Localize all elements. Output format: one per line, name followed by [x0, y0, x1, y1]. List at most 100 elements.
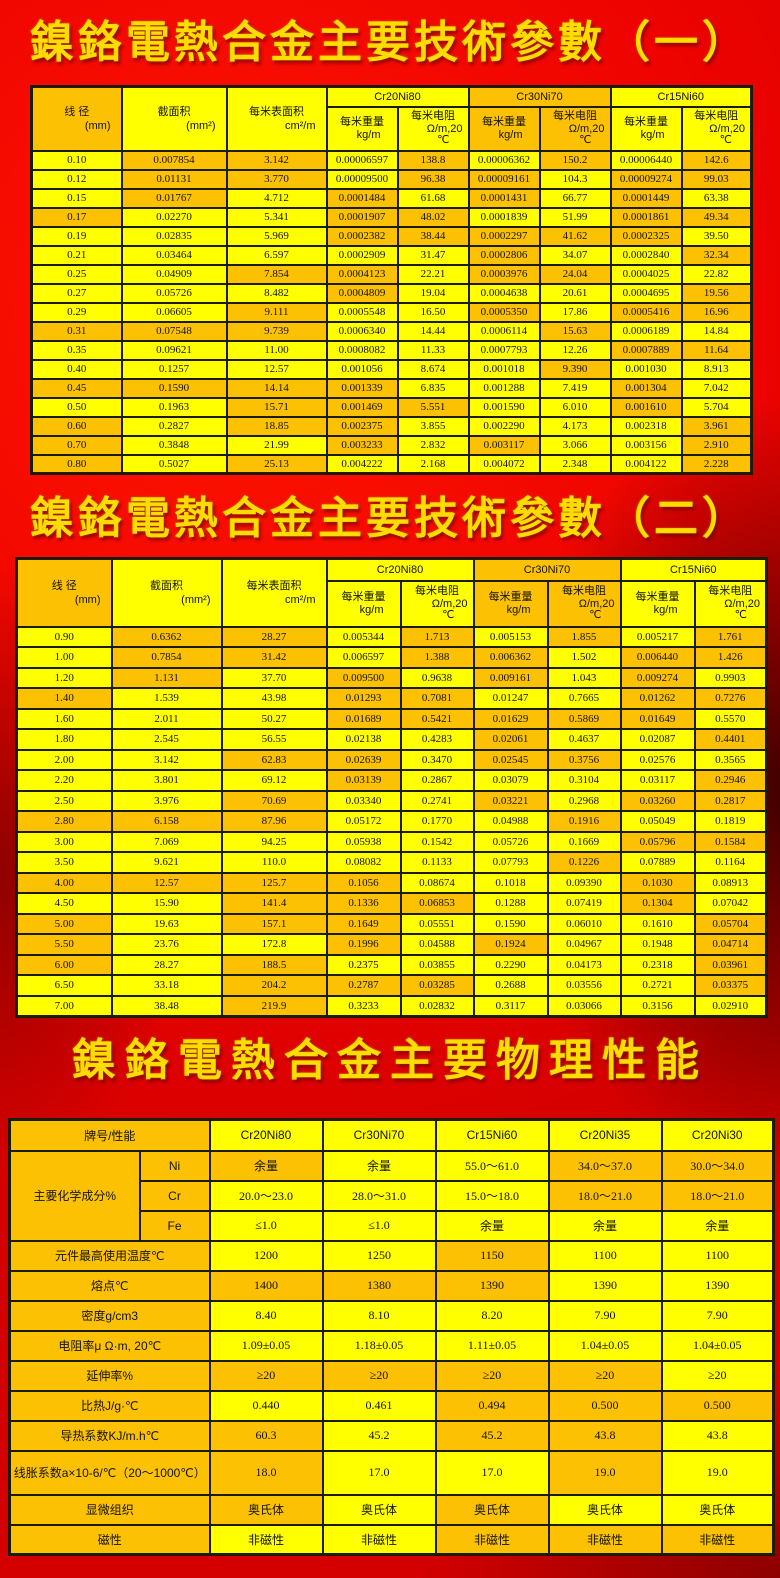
table-cell: 18.0～21.0	[547, 1179, 663, 1212]
alloy-group-header: Cr20Ni80	[325, 557, 475, 582]
table-cell: 0.01131	[120, 168, 228, 190]
table-row: 0.40 0.1257 12.57 0.001056 8.674 0.001018 9.39…	[30, 358, 753, 380]
table-cell: 0.001030	[609, 358, 683, 380]
table-cell: 0.0002382	[325, 225, 399, 247]
chem-composition-label: 主要化学成分%	[8, 1149, 141, 1242]
table-cell: 5.704	[680, 396, 753, 418]
table-cell: 1.18±0.05	[321, 1329, 437, 1362]
table-cell: 0.03117	[619, 769, 696, 792]
table-cell: 94.25	[220, 830, 328, 853]
table-cell: 0.00009274	[609, 168, 683, 190]
table-header-row: 牌号/性能 Cr20Ni80 Cr30Ni70 Cr15Ni60 Cr20Ni35 Cr2…	[8, 1118, 775, 1152]
table-cell: 0.5570	[693, 707, 768, 730]
table-cell: 1.60	[15, 707, 113, 730]
table-cell: 0.60	[30, 415, 123, 437]
table-cell: 19.0	[547, 1449, 663, 1496]
table-cell: 0.006597	[325, 646, 402, 669]
table-cell: 5.50	[15, 933, 113, 956]
table-cell: 0.03139	[325, 769, 402, 792]
table-cell: 56.55	[220, 728, 328, 751]
table-cell: 0.2787	[325, 974, 402, 997]
section-area-header: 截面积 (mm²)	[120, 85, 228, 152]
table-cell: 0.09621	[120, 339, 228, 361]
table-cell: 1.20	[15, 666, 113, 689]
table-cell: 1.04±0.05	[547, 1329, 663, 1362]
table-cell: 4.00	[15, 871, 113, 894]
table-cell: 0.001339	[325, 377, 399, 399]
table-cell: 0.0005350	[467, 301, 541, 323]
table-cell: 3.066	[538, 434, 612, 456]
table-cell: 0.1288	[472, 892, 549, 915]
table-cell: 0.0006114	[467, 320, 541, 342]
table-cell: 0.1590	[120, 377, 228, 399]
table-cell: 0.1056	[325, 871, 402, 894]
table-cell: ≥20	[208, 1359, 324, 1392]
table-cell: 0.04173	[546, 953, 622, 976]
table-cell: 0.2817	[693, 789, 768, 812]
table-cell: 3.00	[15, 830, 113, 853]
table-row: 0.25 0.04909 7.854 0.0004123 22.21 0.0003976 2…	[30, 263, 753, 285]
diameter-header-label: 线 径	[51, 579, 77, 592]
params-table-2: 线 径 (mm) 截面积 (mm²) 每米表面积 cm²/m Cr20Ni80 Cr30Ni7…	[15, 557, 768, 1018]
table-cell: 39.50	[680, 225, 753, 247]
table-row: 0.27 0.05726 8.482 0.0004809 19.04 0.0004638 2…	[30, 282, 753, 304]
table-cell: 1200	[208, 1239, 324, 1272]
table-cell: 0.005344	[325, 625, 402, 648]
table-cell: 3.961	[680, 415, 753, 437]
table-cell: 0.1257	[120, 358, 228, 380]
table-cell: 0.0001907	[325, 206, 399, 228]
diameter-header: 线 径 (mm)	[15, 557, 113, 628]
table-cell: 0.1916	[546, 810, 622, 833]
table-cell: 余量	[208, 1149, 324, 1182]
table-cell: 0.00006440	[609, 149, 683, 171]
table-cell: 21.99	[225, 434, 328, 456]
table-cell: 0.08082	[325, 851, 402, 874]
table-cell: 0.1610	[619, 912, 696, 935]
table-row: Fe ≤1.0 ≤1.0 余量 余量 余量	[10, 1209, 775, 1242]
table-cell: 8.913	[680, 358, 753, 380]
table-cell: 87.96	[220, 810, 328, 833]
table-subheader-row: 每米重量 kg/m 每米电阻 Ω/m,20 ℃ 每米重量 kg/m 每米电阻 Ω/m,20 ℃ 每米…	[32, 105, 753, 152]
alloy-group-header: Cr30Ni70	[472, 557, 622, 582]
table-cell: 0.03961	[693, 953, 768, 976]
table-subheader-row: 每米重量 kg/m 每米电阻 Ω/m,20 ℃ 每米重量 kg/m 每米电阻 Ω/m,20 ℃ 每米…	[17, 579, 768, 628]
resistance-per-meter-header: 每米电阻 Ω/m,20 ℃	[538, 105, 612, 152]
table-cell: 0.0003976	[467, 263, 541, 285]
table-cell: ≤1.0	[321, 1209, 437, 1242]
table-cell: 0.25	[30, 263, 123, 285]
table-cell: 11.00	[225, 339, 328, 361]
table-cell: 6.158	[110, 810, 223, 833]
table-cell: 9.621	[110, 851, 223, 874]
table-row: 1.20 1.131 37.70 0.009500 0.9638 0.009161 1.04…	[15, 666, 768, 689]
table-cell: 1150	[434, 1239, 550, 1272]
table-cell: 0.001056	[325, 358, 399, 380]
table-cell: 0.09390	[546, 871, 622, 894]
table-cell: 0.17	[30, 206, 123, 228]
property-label: 熔点℃	[8, 1269, 211, 1302]
table-cell: 0.2968	[546, 789, 622, 812]
table-cell: 0.2318	[619, 953, 696, 976]
table-cell: 0.2741	[399, 789, 475, 812]
table-cell: 0.00006597	[325, 149, 399, 171]
table-cell: ≥20	[547, 1359, 663, 1392]
table-cell: 1.11±0.05	[434, 1329, 550, 1362]
table-cell: 1390	[660, 1269, 775, 1302]
table-cell: 6.597	[225, 244, 328, 266]
table-cell: 0.007854	[120, 149, 228, 171]
resistance-per-meter-header: 每米电阻 Ω/m,20 ℃	[693, 579, 768, 628]
table-cell: 1250	[321, 1239, 437, 1272]
table-cell: 0.1336	[325, 892, 402, 915]
element-label: Fe	[138, 1209, 211, 1242]
table-row: 3.50 9.621 110.0 0.08082 0.1133 0.07793 0.1226…	[15, 851, 768, 874]
table-cell: 49.34	[680, 206, 753, 228]
table-cell: 1390	[434, 1269, 550, 1302]
table-cell: 0.03556	[546, 974, 622, 997]
table-cell: 0.07042	[693, 892, 768, 915]
table-cell: 0.27	[30, 282, 123, 304]
table-cell: 0.003156	[609, 434, 683, 456]
table-cell: 0.0004025	[609, 263, 683, 285]
table-cell: 45.2	[321, 1419, 437, 1452]
table-cell: 0.0001861	[609, 206, 683, 228]
table-cell: 奥氏体	[547, 1493, 663, 1526]
table-cell: 0.31	[30, 320, 123, 342]
